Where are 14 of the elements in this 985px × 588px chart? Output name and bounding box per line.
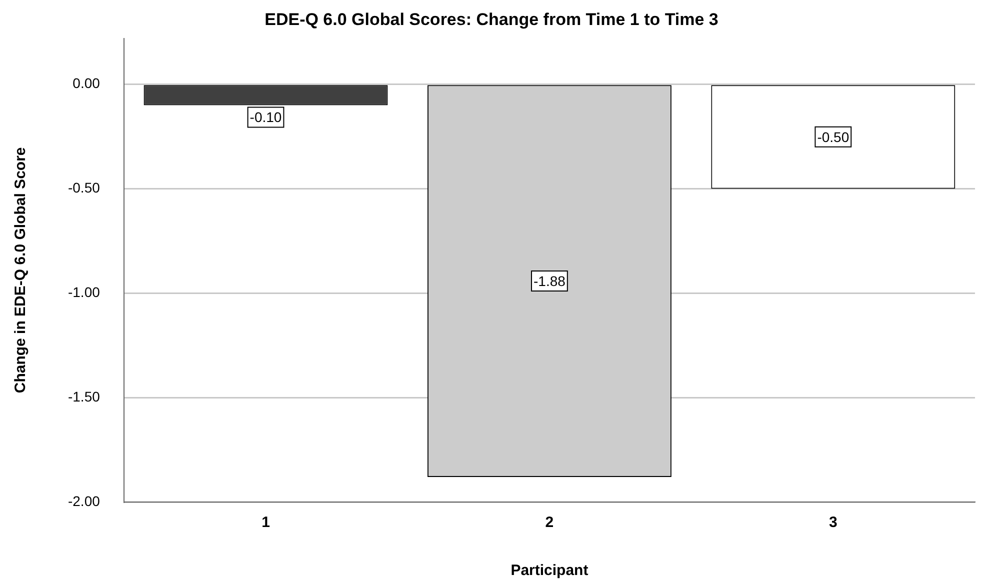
x-axis-title: Participant — [510, 562, 588, 580]
chart-title: EDE-Q 6.0 Global Scores: Change from Time 1 to Time 3 — [264, 10, 718, 29]
y-tick-label: -1.00 — [68, 284, 100, 300]
y-tick-label: -0.50 — [68, 180, 100, 196]
y-tick-label: 0.00 — [72, 75, 100, 92]
data-label: -0.50 — [817, 128, 850, 145]
y-axis-title: Change in EDE-Q 6.0 Global Score — [12, 147, 30, 394]
data-label: -0.10 — [250, 109, 282, 126]
y-tick-label: -2.00 — [68, 492, 100, 509]
x-tick-label: 3 — [828, 514, 838, 532]
x-tick-label: 1 — [262, 514, 270, 532]
x-tick-label: 2 — [545, 514, 554, 532]
y-tick-label: -1.50 — [68, 388, 100, 404]
data-label: -1.88 — [533, 272, 566, 289]
